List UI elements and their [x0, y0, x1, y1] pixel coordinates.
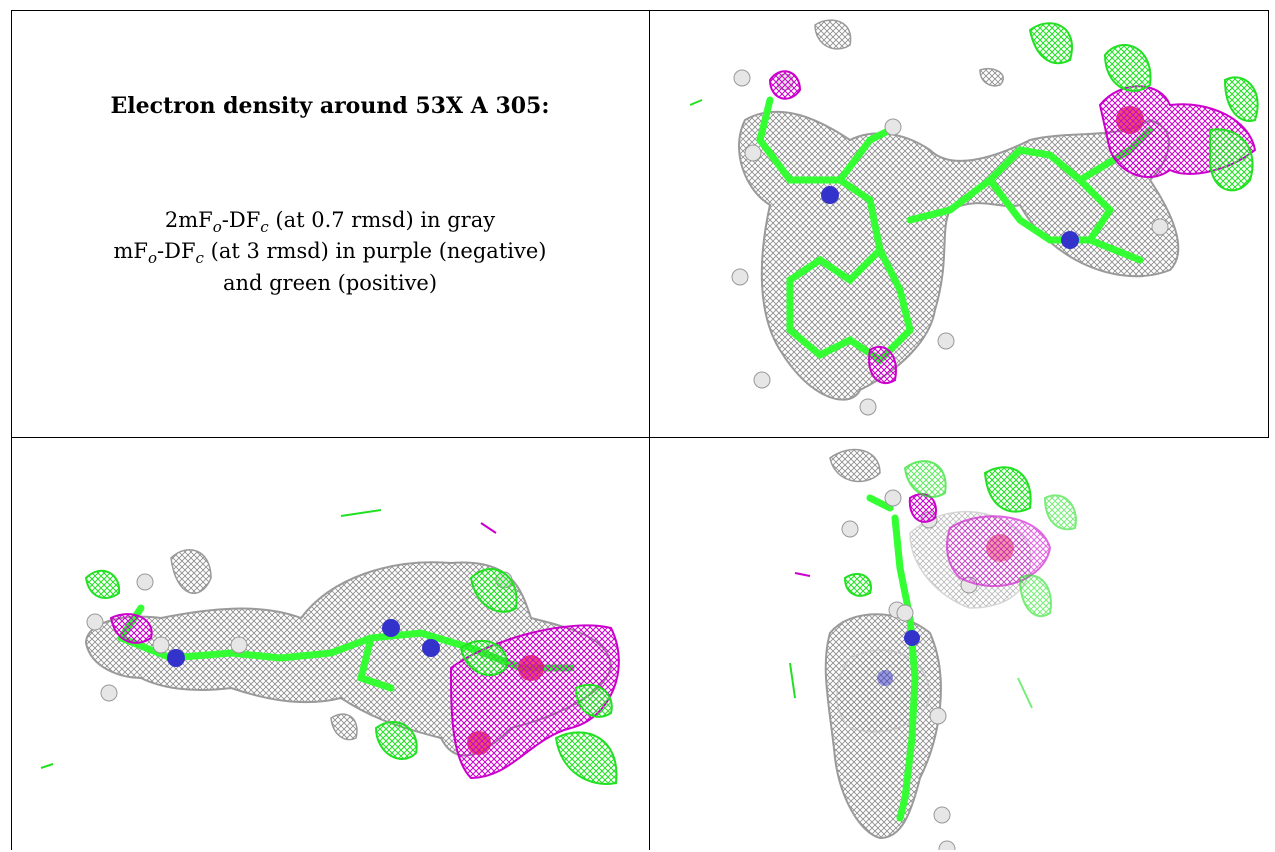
table-rule-middle	[11, 437, 1269, 438]
positive-difference-density	[84, 569, 121, 599]
nitrogen-atom	[877, 670, 893, 686]
hydrogen-atoms	[841, 489, 978, 850]
gray-density-mesh	[814, 19, 852, 50]
figure-table: Electron density around 53X A 305: 2mFo-…	[11, 10, 1269, 850]
gray-density-mesh	[979, 68, 1004, 87]
legend-line-gray-lead: 2mF	[164, 208, 213, 232]
legend-line-gray-mid: -DF	[221, 208, 261, 232]
legend-line-diff: mFo-DFc (at 3 rmsd) in purple (negative)	[11, 239, 649, 267]
gray-density-mesh	[170, 549, 212, 595]
legend-line-gray-sub-o: o	[212, 218, 222, 237]
positive-difference-density	[374, 721, 418, 760]
positive-difference-density	[903, 460, 947, 498]
legend-line-diff-mid: -DF	[157, 239, 196, 263]
nitrogen-atom	[1061, 231, 1079, 249]
positive-difference-density	[1043, 494, 1077, 531]
gray-density-mesh	[829, 448, 881, 483]
table-rule-left	[11, 10, 12, 850]
gray-density-mesh	[836, 649, 931, 733]
legend-line-gray-sub-c: c	[260, 218, 269, 237]
legend-line-diff-sub-c: c	[195, 249, 204, 268]
positive-difference-density	[574, 683, 613, 718]
legend-line-diff-sub-o: o	[148, 249, 158, 268]
gray-density-mesh	[330, 713, 358, 741]
positive-difference-density	[1223, 76, 1259, 122]
positive-difference-density	[843, 573, 872, 597]
positive-difference-density	[1209, 128, 1254, 192]
figure-title: Electron density around 53X A 305:	[110, 93, 550, 119]
legend-line-gray: 2mFo-DFc (at 0.7 rmsd) in gray	[11, 208, 649, 236]
ligand-bonds-end	[866, 494, 919, 822]
positive-difference-density	[459, 639, 508, 677]
negative-difference-density	[946, 515, 1052, 587]
negative-difference-density	[908, 493, 937, 523]
nitrogen-atom	[904, 630, 920, 646]
positive-difference-density	[983, 466, 1032, 513]
positive-difference-density	[469, 568, 518, 613]
nitrogen-atom	[382, 619, 400, 637]
positive-difference-density	[1103, 44, 1152, 92]
table-rule-right	[1268, 10, 1269, 438]
positive-difference-density	[554, 731, 618, 785]
positive-difference-density	[1018, 574, 1052, 618]
positive-difference-density	[1028, 22, 1073, 65]
negative-difference-density	[768, 70, 802, 100]
legend-line-diff-tail: (at 3 rmsd) in purple (negative)	[203, 239, 547, 263]
nitrogen-atom	[821, 186, 839, 204]
nitrogen-atom	[422, 639, 440, 657]
table-rule-top	[11, 10, 1269, 11]
nitrogen-atom	[167, 649, 185, 667]
legend-line-diff-lead: mF	[113, 239, 148, 263]
negative-difference-density	[109, 613, 153, 644]
negative-difference-density	[868, 345, 897, 385]
legend-line-positive: and green (positive)	[222, 271, 438, 295]
view-top	[650, 10, 1269, 437]
legend-cell: Electron density around 53X A 305: 2mFo-…	[11, 10, 649, 437]
view-end	[650, 438, 1269, 850]
view-side	[11, 438, 649, 850]
table-rule-center	[649, 10, 650, 850]
legend-line-gray-tail: (at 0.7 rmsd) in gray	[268, 208, 496, 232]
